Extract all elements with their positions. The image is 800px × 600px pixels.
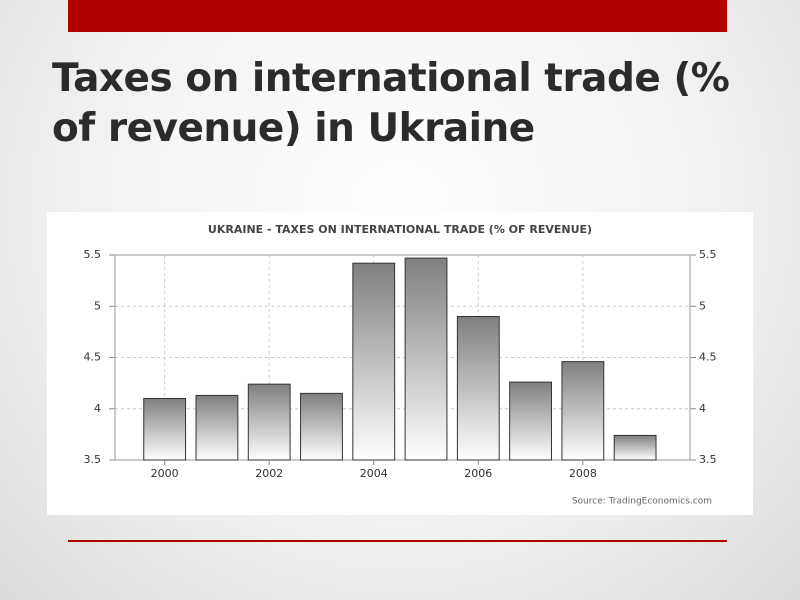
top-bar xyxy=(68,0,727,32)
bar xyxy=(613,434,657,461)
bar xyxy=(509,381,552,461)
bar xyxy=(247,383,291,461)
slide-title: Taxes on international trade (% of reven… xyxy=(52,56,730,151)
source: Source: TradingEconomics.com xyxy=(572,497,712,507)
bar xyxy=(300,392,343,461)
x-tick-label: 2004 xyxy=(360,467,388,480)
y2-tick-label: 5.5 xyxy=(699,248,717,261)
x-tick-label: 2000 xyxy=(151,467,179,480)
chart-title: UKRAINE - TAXES ON INTERNATIONAL TRADE (… xyxy=(208,223,592,236)
plot-frame xyxy=(114,254,691,461)
y-tick-label: 5.5 xyxy=(84,248,102,261)
x-tick-label: 2002 xyxy=(255,467,283,480)
y2-tick-label: 4 xyxy=(699,402,706,415)
y-tick-label: 4.5 xyxy=(84,351,102,364)
bar xyxy=(404,257,448,461)
bar xyxy=(561,361,605,461)
bar xyxy=(352,262,396,461)
chart: UKRAINE - TAXES ON INTERNATIONAL TRADE (… xyxy=(47,212,753,515)
x-tick-label: 2006 xyxy=(464,467,492,480)
bar xyxy=(456,316,500,461)
y-tick-label: 3.5 xyxy=(84,453,102,466)
y-tick-label: 5 xyxy=(94,299,101,312)
y-tick-label: 4 xyxy=(94,402,101,415)
y2-tick-label: 5 xyxy=(699,299,706,312)
bottom-line xyxy=(68,540,727,542)
bar xyxy=(195,394,239,461)
x-tick-label: 2008 xyxy=(569,467,597,480)
y2-tick-label: 3.5 xyxy=(699,453,717,466)
y2-tick-label: 4.5 xyxy=(699,351,717,364)
bar xyxy=(143,398,187,461)
